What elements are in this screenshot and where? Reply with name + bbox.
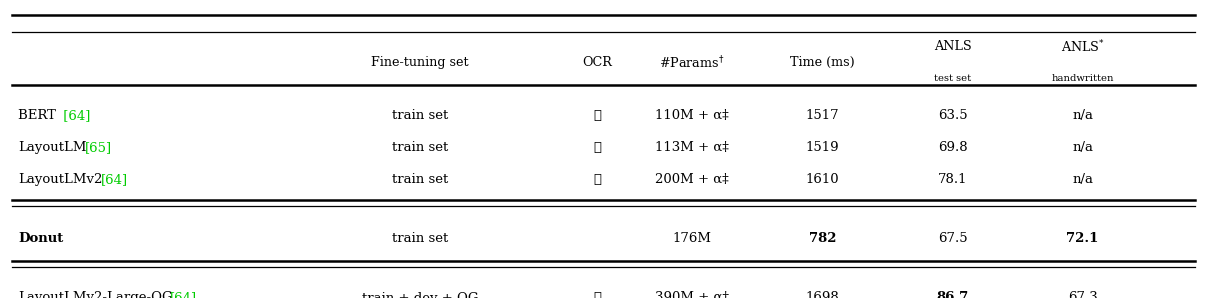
Text: train set: train set bbox=[392, 141, 448, 154]
Text: 782: 782 bbox=[809, 232, 836, 245]
Text: BERT: BERT bbox=[18, 109, 60, 122]
Text: LayoutLMv2-Large-QG: LayoutLMv2-Large-QG bbox=[18, 291, 173, 298]
Text: 67.3: 67.3 bbox=[1068, 291, 1097, 298]
Text: 390M + α‡: 390M + α‡ bbox=[655, 291, 729, 298]
Text: ✓: ✓ bbox=[594, 109, 601, 122]
Text: 86.7: 86.7 bbox=[937, 291, 968, 298]
Text: Fine-tuning set: Fine-tuning set bbox=[372, 56, 470, 69]
Text: 63.5: 63.5 bbox=[938, 109, 967, 122]
Text: 113M + α‡: 113M + α‡ bbox=[655, 141, 729, 154]
Text: [64]: [64] bbox=[59, 109, 91, 122]
Text: 72.1: 72.1 bbox=[1066, 232, 1098, 245]
Text: 176M: 176M bbox=[672, 232, 712, 245]
Text: [65]: [65] bbox=[86, 141, 112, 154]
Text: ✓: ✓ bbox=[594, 291, 601, 298]
Text: train + dev + QG: train + dev + QG bbox=[362, 291, 478, 298]
Text: 78.1: 78.1 bbox=[938, 173, 967, 186]
Text: [64]: [64] bbox=[100, 173, 128, 186]
Text: n/a: n/a bbox=[1072, 173, 1094, 186]
Text: [64]: [64] bbox=[169, 291, 197, 298]
Text: ✓: ✓ bbox=[594, 141, 601, 154]
Text: 1610: 1610 bbox=[805, 173, 839, 186]
Text: n/a: n/a bbox=[1072, 109, 1094, 122]
Text: 1519: 1519 bbox=[805, 141, 839, 154]
Text: 200M + α‡: 200M + α‡ bbox=[655, 173, 729, 186]
Text: Time (ms): Time (ms) bbox=[789, 56, 855, 69]
Text: test set: test set bbox=[934, 74, 970, 83]
Text: #Params$^{\dagger}$: #Params$^{\dagger}$ bbox=[659, 55, 725, 71]
Text: 69.8: 69.8 bbox=[938, 141, 967, 154]
Text: train set: train set bbox=[392, 109, 448, 122]
Text: ANLS$^{*}$: ANLS$^{*}$ bbox=[1061, 38, 1104, 55]
Text: 67.5: 67.5 bbox=[938, 232, 967, 245]
Text: 110M + α‡: 110M + α‡ bbox=[655, 109, 729, 122]
Text: Donut: Donut bbox=[18, 232, 63, 245]
Text: train set: train set bbox=[392, 232, 448, 245]
Text: handwritten: handwritten bbox=[1051, 74, 1114, 83]
Text: 1517: 1517 bbox=[805, 109, 839, 122]
Text: LayoutLMv2: LayoutLMv2 bbox=[18, 173, 103, 186]
Text: 1698: 1698 bbox=[805, 291, 839, 298]
Text: ANLS: ANLS bbox=[934, 40, 972, 53]
Text: OCR: OCR bbox=[583, 56, 612, 69]
Text: train set: train set bbox=[392, 173, 448, 186]
Text: LayoutLM: LayoutLM bbox=[18, 141, 87, 154]
Text: n/a: n/a bbox=[1072, 141, 1094, 154]
Text: ✓: ✓ bbox=[594, 173, 601, 186]
